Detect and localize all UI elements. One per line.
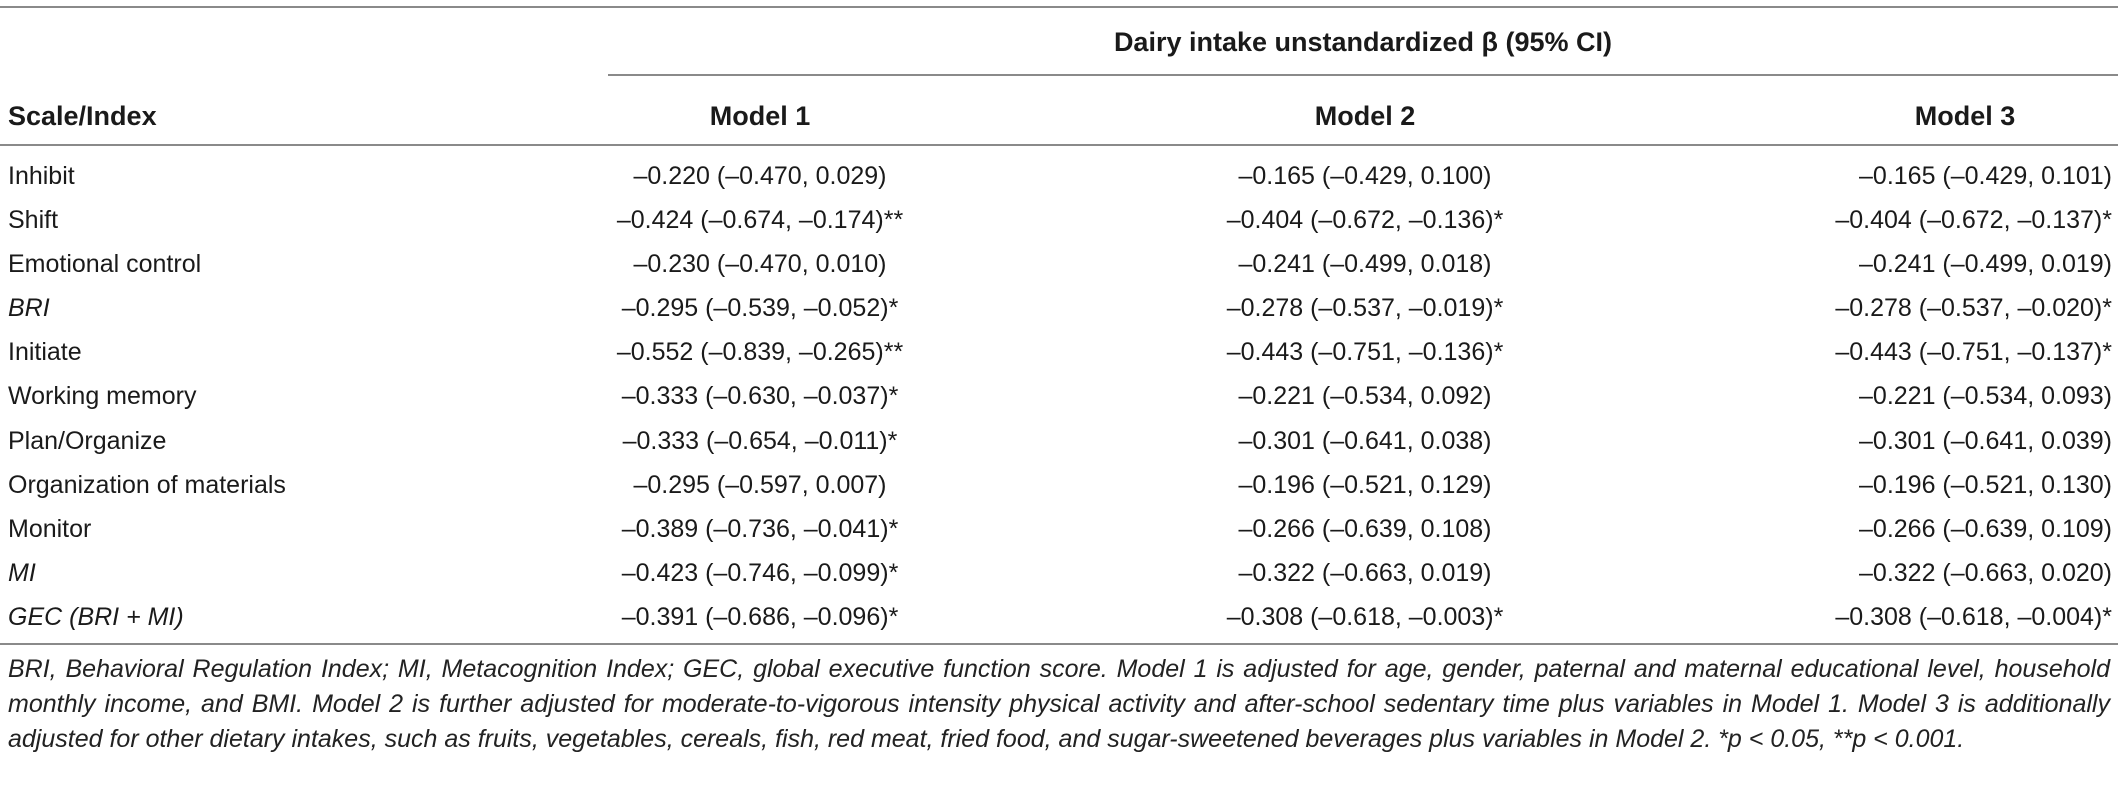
model-3-cell: –0.443 (–0.751, –0.137)* xyxy=(1835,338,2112,367)
model-1-cell: –0.295 (–0.597, 0.007) xyxy=(633,470,887,499)
model-2-cell: –0.301 (–0.641, 0.038) xyxy=(1238,426,1492,455)
model-2-cell: –0.404 (–0.672, –0.136)* xyxy=(1226,206,1504,235)
model-2-cell: –0.308 (–0.618, –0.003)* xyxy=(1226,602,1504,631)
table-body: Inhibit –0.220 (–0.470, 0.029) –0.165 (–0.… xyxy=(0,154,2118,639)
column-header-scale: Scale/Index xyxy=(8,101,157,131)
table-footnote: BRI, Behavioral Regulation Index; MI, Me… xyxy=(8,655,2110,753)
model-3-cell: –0.221 (–0.534, 0.093) xyxy=(1859,382,2112,411)
model-2-cell: –0.322 (–0.663, 0.019) xyxy=(1238,558,1492,587)
model-3-cell: –0.322 (–0.663, 0.020) xyxy=(1859,558,2112,587)
table-row: Initiate –0.552 (–0.839, –0.265)** –0.443 … xyxy=(0,330,2118,374)
row-label: Plan/Organize xyxy=(8,426,167,455)
model-2-cell: –0.278 (–0.537, –0.019)* xyxy=(1226,294,1504,323)
header-rule xyxy=(0,144,2118,146)
model-3-cell: –0.278 (–0.537, –0.020)* xyxy=(1835,294,2112,323)
group-header-rule xyxy=(608,74,2118,76)
model-2-cell: –0.241 (–0.499, 0.018) xyxy=(1238,250,1492,279)
row-label: MI xyxy=(8,558,36,587)
model-1-cell: –0.230 (–0.470, 0.010) xyxy=(633,250,887,279)
table-bottom-rule xyxy=(0,643,2118,645)
model-2-cell: –0.196 (–0.521, 0.129) xyxy=(1238,470,1492,499)
table-top-rule xyxy=(0,6,2118,8)
model-3-cell: –0.165 (–0.429, 0.101) xyxy=(1859,162,2112,190)
model-3-cell: –0.196 (–0.521, 0.130) xyxy=(1859,470,2112,499)
row-label: Initiate xyxy=(8,338,82,367)
row-label: Emotional control xyxy=(8,250,202,279)
table-row: Organization of materials –0.295 (–0.597,… xyxy=(0,463,2118,507)
model-2-cell: –0.443 (–0.751, –0.136)* xyxy=(1226,338,1504,367)
model-2-cell: –0.266 (–0.639, 0.108) xyxy=(1238,514,1492,543)
table-row: Plan/Organize –0.333 (–0.654, –0.011)* –0.… xyxy=(0,419,2118,463)
table-row: Inhibit –0.220 (–0.470, 0.029) –0.165 (–0.… xyxy=(0,154,2118,198)
row-label: Shift xyxy=(8,206,59,235)
model-1-cell: –0.389 (–0.736, –0.041)* xyxy=(621,514,899,543)
table-row: MI –0.423 (–0.746, –0.099)* –0.322 (–0.663… xyxy=(0,551,2118,595)
table-row: BRI –0.295 (–0.539, –0.052)* –0.278 (–0.53… xyxy=(0,286,2118,330)
model-3-cell: –0.241 (–0.499, 0.019) xyxy=(1859,250,2112,279)
model-3-cell: –0.266 (–0.639, 0.109) xyxy=(1859,514,2112,543)
row-label: Working memory xyxy=(8,382,197,411)
model-1-cell: –0.423 (–0.746, –0.099)* xyxy=(621,558,899,587)
model-1-cell: –0.333 (–0.630, –0.037)* xyxy=(621,382,899,411)
model-3-cell: –0.404 (–0.672, –0.137)* xyxy=(1835,206,2112,235)
row-label: GEC (BRI + MI) xyxy=(8,602,184,631)
table-row: Shift –0.424 (–0.674, –0.174)** –0.404 (–0… xyxy=(0,198,2118,242)
model-1-cell: –0.220 (–0.470, 0.029) xyxy=(633,162,887,190)
group-header: Dairy intake unstandardized β (95% CI) xyxy=(1113,27,1613,57)
row-label: Organization of materials xyxy=(8,470,286,499)
model-1-cell: –0.391 (–0.686, –0.096)* xyxy=(621,602,899,631)
model-3-cell: –0.308 (–0.618, –0.004)* xyxy=(1835,602,2112,631)
table-row: Monitor –0.389 (–0.736, –0.041)* –0.266 (–… xyxy=(0,507,2118,551)
table-row: GEC (BRI + MI) –0.391 (–0.686, –0.096)* –0… xyxy=(0,595,2118,639)
model-1-cell: –0.552 (–0.839, –0.265)** xyxy=(616,338,904,367)
column-header-model-3: Model 3 xyxy=(1914,101,2016,131)
model-3-cell: –0.301 (–0.641, 0.039) xyxy=(1859,426,2112,455)
row-label: BRI xyxy=(8,294,50,323)
table-row: Working memory –0.333 (–0.630, –0.037)* –0… xyxy=(0,374,2118,418)
table-row: Emotional control –0.230 (–0.470, 0.010) –… xyxy=(0,242,2118,286)
model-2-cell: –0.165 (–0.429, 0.100) xyxy=(1238,162,1492,190)
row-label: Monitor xyxy=(8,514,92,543)
model-1-cell: –0.333 (–0.654, –0.011)* xyxy=(622,426,898,455)
column-header-model-2: Model 2 xyxy=(1314,101,1416,131)
model-1-cell: –0.295 (–0.539, –0.052)* xyxy=(621,294,899,323)
model-2-cell: –0.221 (–0.534, 0.092) xyxy=(1238,382,1492,411)
model-1-cell: –0.424 (–0.674, –0.174)** xyxy=(616,206,904,235)
row-label: Inhibit xyxy=(8,162,75,190)
column-header-model-1: Model 1 xyxy=(709,101,811,131)
